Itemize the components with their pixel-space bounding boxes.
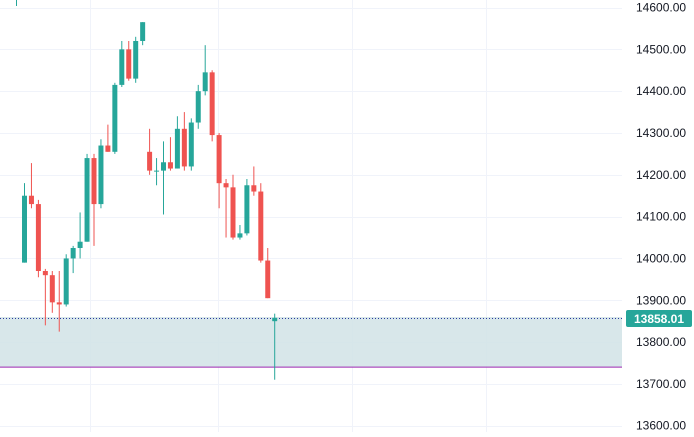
- candle: [181, 112, 187, 171]
- candle: [258, 183, 264, 263]
- candle-body: [216, 135, 222, 184]
- candle-body: [174, 128, 180, 169]
- candle-body: [105, 145, 111, 152]
- price-tick-label: 14600.00: [636, 1, 686, 15]
- candle-body: [56, 302, 62, 305]
- candle: [161, 141, 166, 215]
- price-tick-label: 13700.00: [636, 377, 686, 391]
- candle: [42, 268, 48, 326]
- candle-body: [49, 275, 55, 303]
- candle-body: [42, 270, 48, 276]
- candle-body: [209, 72, 215, 136]
- candle: [49, 270, 55, 313]
- candle: [237, 224, 243, 240]
- price-tick-label: 13600.00: [636, 419, 686, 432]
- candle-body: [91, 158, 97, 205]
- candle: [209, 70, 215, 142]
- candle: [105, 124, 111, 152]
- candle: [91, 153, 97, 246]
- candle-body: [251, 185, 257, 192]
- candle: [195, 84, 201, 129]
- candle: [77, 212, 83, 259]
- candle: [133, 36, 139, 83]
- candle: [154, 158, 160, 186]
- candle: [119, 40, 125, 87]
- candle: [202, 45, 208, 96]
- candle-body: [202, 72, 208, 92]
- candle: [28, 163, 34, 209]
- candle-body: [119, 49, 125, 85]
- candle-body: [265, 260, 271, 299]
- candle: [216, 132, 222, 209]
- zone-rectangle: [0, 316, 622, 368]
- last-price-badge: [626, 310, 692, 327]
- candle-body: [167, 162, 173, 169]
- price-tick-label: 14100.00: [636, 210, 686, 224]
- candle: [98, 139, 104, 209]
- candle: [230, 174, 236, 240]
- price-axis[interactable]: 13600.00 13700.00 13800.00 13900.00 14000.00…: [636, 1, 686, 433]
- candle-body: [230, 187, 236, 238]
- candle-body: [140, 22, 146, 41]
- candle-body: [272, 317, 278, 322]
- candle-body: [195, 91, 201, 123]
- candle: [22, 183, 27, 263]
- candle: [167, 137, 173, 171]
- candle: [70, 245, 76, 274]
- price-tick-label: 14200.00: [636, 168, 686, 182]
- candle: [35, 199, 41, 278]
- price-tick-label: 14500.00: [636, 42, 686, 56]
- candle-body: [98, 145, 104, 205]
- candle-body: [112, 84, 118, 152]
- candle: [126, 40, 132, 81]
- price-tick-label: 14000.00: [636, 251, 686, 265]
- candle: [112, 82, 118, 154]
- candle: [251, 166, 257, 196]
- candle: [140, 22, 146, 46]
- candle: [223, 178, 229, 238]
- candle-body: [126, 49, 132, 79]
- last-price-marker: 13858.01: [626, 310, 692, 327]
- candle-body: [70, 247, 76, 259]
- candle-body: [244, 185, 250, 234]
- candle-body: [63, 258, 69, 305]
- candle-body: [133, 40, 139, 79]
- candle-body: [84, 158, 90, 242]
- candle-body: [181, 128, 187, 167]
- candle: [174, 116, 180, 169]
- candle: [265, 247, 271, 299]
- candle-body: [22, 195, 27, 263]
- candle-body: [154, 170, 160, 172]
- candle-body: [35, 204, 41, 271]
- candle: [147, 128, 153, 175]
- candle-body: [188, 122, 194, 167]
- candle: [244, 178, 250, 236]
- price-tick-label: 13800.00: [636, 335, 686, 349]
- price-tick-label: 13900.00: [636, 293, 686, 307]
- candle-body: [237, 233, 243, 238]
- price-tick-label: 14300.00: [636, 126, 686, 140]
- candle-body: [77, 241, 83, 248]
- candle-body: [161, 162, 166, 171]
- candle-body: [223, 183, 229, 188]
- candle: [56, 270, 62, 332]
- candle: [272, 313, 278, 380]
- candle: [84, 153, 90, 242]
- candle-body: [28, 195, 34, 205]
- candles: [16, 0, 278, 380]
- candle: [63, 254, 69, 307]
- last-price-label: 13858.01: [634, 312, 684, 326]
- candle-body: [258, 191, 264, 261]
- price-tick-label: 14400.00: [636, 84, 686, 98]
- price-zone: [0, 316, 622, 368]
- candle-body: [147, 151, 153, 171]
- candle: [188, 118, 194, 171]
